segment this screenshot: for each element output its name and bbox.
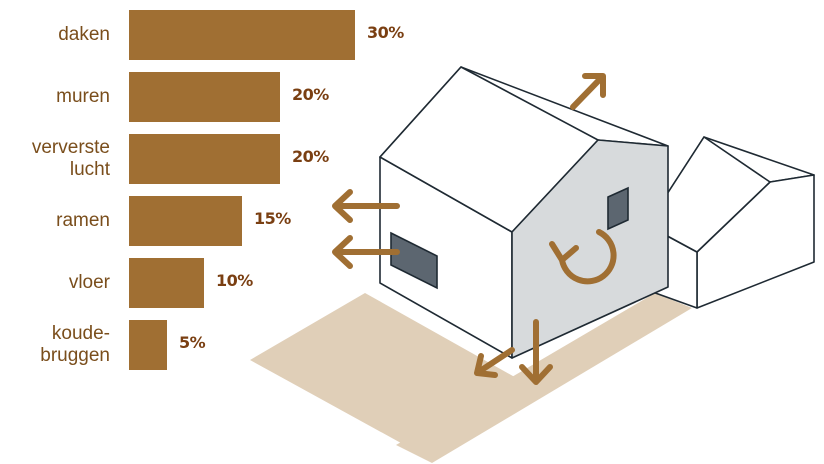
ventilation-cycle-icon: [549, 229, 617, 285]
value-label: 30%: [367, 23, 404, 42]
category-label: ramen: [56, 210, 110, 231]
value-label: 10%: [216, 271, 253, 290]
window-gable: [607, 186, 629, 231]
value-label: 20%: [292, 85, 329, 104]
category-label: daken: [58, 24, 110, 45]
value-label: 15%: [254, 209, 291, 228]
bar: [129, 196, 242, 246]
category-label: muren: [56, 86, 110, 107]
value-label: 5%: [179, 333, 206, 352]
ground-shadow: [250, 293, 520, 448]
bar-chart: daken 30% muren 20% ververste lucht 20% ramen 1…: [31, 10, 404, 370]
bar: [129, 320, 167, 370]
bar: [129, 10, 355, 60]
ground-strip: [396, 293, 692, 463]
category-label: vloer: [68, 272, 110, 293]
annex-house: [646, 136, 815, 309]
bar: [129, 72, 280, 122]
bar: [129, 258, 204, 308]
category-label: ververste lucht: [31, 137, 110, 180]
main-house: [379, 66, 669, 359]
value-label: 20%: [292, 147, 329, 166]
heat-loss-arrow-icon: [332, 73, 606, 385]
category-label: koude- bruggen: [40, 323, 110, 366]
bar: [129, 134, 280, 184]
gable-wall: [511, 139, 669, 359]
